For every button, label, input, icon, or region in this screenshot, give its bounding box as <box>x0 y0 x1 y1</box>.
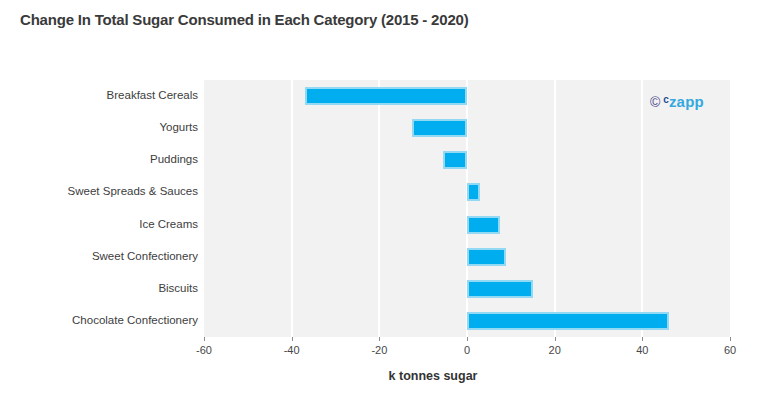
bar-yogurts <box>412 119 467 137</box>
x-tick-label--60: -60 <box>196 344 212 356</box>
x-tick-mark--60 <box>204 337 205 341</box>
x-tick-label-0: 0 <box>464 344 470 356</box>
bar-breakfast-cereals <box>305 87 467 105</box>
x-tick-label-40: 40 <box>636 344 648 356</box>
bar-sweet-confectionery <box>467 248 506 266</box>
gridline-x--40 <box>291 80 293 337</box>
bar-sweet-spreads-sauces <box>467 183 480 201</box>
gridline-x--20 <box>378 80 380 337</box>
gridline-x-20 <box>554 80 556 337</box>
x-axis-label: k tonnes sugar <box>389 369 478 383</box>
category-label-sweet-confectionery: Sweet Confectionery <box>8 250 198 262</box>
category-label-biscuits: Biscuits <box>8 282 198 294</box>
x-tick-label-60: 60 <box>724 344 736 356</box>
x-tick-mark-20 <box>555 337 556 341</box>
x-tick-mark--40 <box>292 337 293 341</box>
x-tick-mark-40 <box>642 337 643 341</box>
category-label-sweet-spreads-sauces: Sweet Spreads & Sauces <box>8 185 198 197</box>
chart-figure: Change In Total Sugar Consumed in Each C… <box>0 0 768 402</box>
category-label-chocolate-confectionery: Chocolate Confectionery <box>8 314 198 326</box>
bar-biscuits <box>467 280 533 298</box>
logo-name-text: zapp <box>669 93 704 110</box>
category-label-puddings: Puddings <box>8 153 198 165</box>
bar-chocolate-confectionery <box>467 312 669 330</box>
x-tick-mark-60 <box>730 337 731 341</box>
x-tick-mark--20 <box>379 337 380 341</box>
gridline-x-40 <box>641 80 643 337</box>
x-tick-label--40: -40 <box>284 344 300 356</box>
plot-area: ©czapp <box>204 80 730 337</box>
chart-title: Change In Total Sugar Consumed in Each C… <box>20 11 468 28</box>
bar-puddings <box>443 151 467 169</box>
x-tick-label-20: 20 <box>549 344 561 356</box>
category-label-breakfast-cereals: Breakfast Cereals <box>8 89 198 101</box>
category-label-ice-creams: Ice Creams <box>8 218 198 230</box>
copyright-icon: © <box>650 94 660 110</box>
category-label-yogurts: Yogurts <box>8 121 198 133</box>
czapp-logo: ©czapp <box>650 90 704 112</box>
bar-ice-creams <box>467 216 500 234</box>
x-tick-label--20: -20 <box>371 344 387 356</box>
x-tick-mark-0 <box>467 337 468 341</box>
